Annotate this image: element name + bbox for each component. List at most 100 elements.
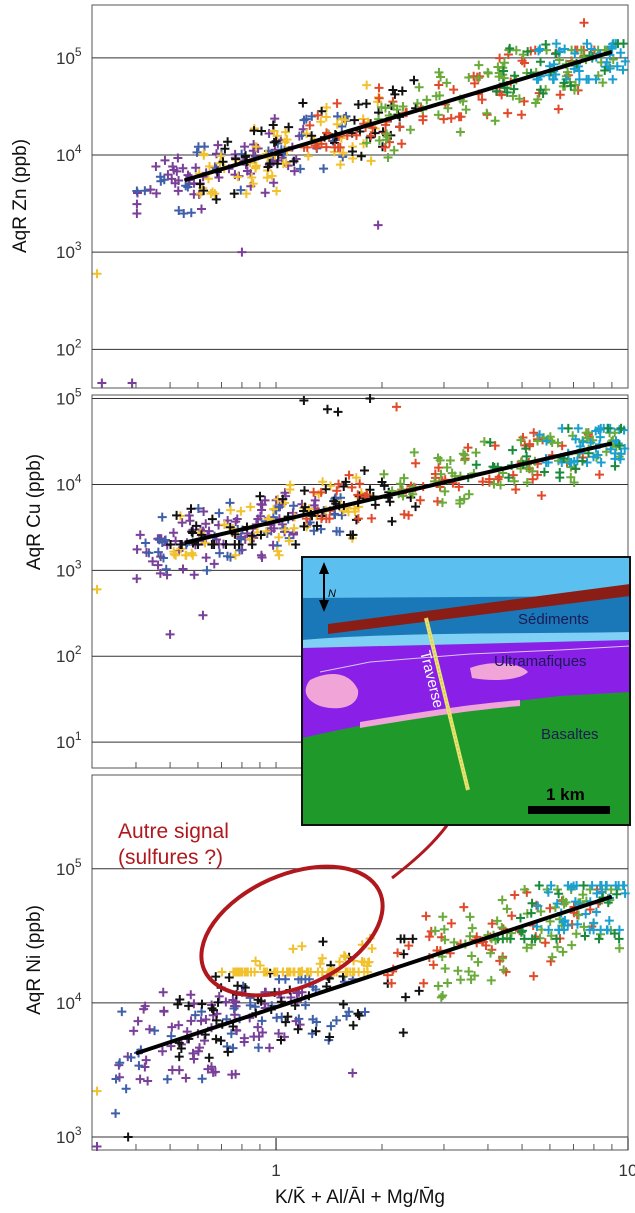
data-point <box>456 975 466 985</box>
data-point <box>330 510 340 520</box>
data-point <box>546 881 556 891</box>
data-point <box>133 1016 143 1026</box>
data-point <box>223 1047 233 1057</box>
data-point <box>558 895 568 905</box>
data-point <box>579 922 589 932</box>
data-point <box>229 1003 239 1013</box>
data-point <box>224 973 234 983</box>
y-tick-exponent: 3 <box>75 1124 82 1138</box>
data-point <box>508 445 518 455</box>
y-tick-label: 104 <box>56 142 82 165</box>
x-axis-label-text: K/K̄ + Al/Āl + Mg/M̄g <box>275 1187 445 1208</box>
data-point <box>171 536 181 546</box>
x-tick-label: 1 <box>271 1161 280 1180</box>
data-point <box>543 434 553 444</box>
data-point <box>340 115 350 125</box>
data-point <box>322 404 332 414</box>
data-point <box>184 511 194 521</box>
data-point <box>186 208 196 218</box>
data-point <box>262 173 272 183</box>
data-point <box>269 178 279 188</box>
data-point <box>299 521 309 531</box>
data-point <box>563 423 573 433</box>
data-point <box>174 175 184 185</box>
data-point <box>620 444 630 454</box>
data-point <box>254 1032 264 1042</box>
y-tick-base: 10 <box>56 340 75 359</box>
data-point <box>355 479 365 489</box>
y-tick-base: 10 <box>56 994 75 1013</box>
data-point <box>279 523 289 533</box>
data-point <box>219 520 229 530</box>
data-point <box>614 881 624 891</box>
data-point <box>467 951 477 961</box>
y-tick-exponent: 4 <box>75 142 82 156</box>
data-point <box>240 142 250 152</box>
data-point <box>191 163 201 173</box>
data-point <box>498 934 508 944</box>
data-point <box>313 110 323 120</box>
data-point <box>272 159 282 169</box>
data-point <box>143 1076 153 1086</box>
data-point <box>332 98 342 108</box>
data-point <box>268 120 278 130</box>
data-point <box>428 960 438 970</box>
data-point <box>589 925 599 935</box>
data-point <box>274 1029 284 1039</box>
data-point <box>348 1068 358 1078</box>
data-point <box>280 524 290 534</box>
data-point <box>483 68 493 78</box>
data-point <box>132 186 142 196</box>
data-point <box>186 504 196 514</box>
data-point <box>546 931 556 941</box>
data-point <box>150 1026 160 1036</box>
data-point <box>321 484 331 494</box>
y-tick-base: 10 <box>56 475 75 494</box>
y-tick-exponent: 1 <box>75 729 82 743</box>
data-point <box>237 247 247 257</box>
data-point <box>390 89 400 99</box>
data-point <box>192 147 202 157</box>
data-point <box>221 539 231 549</box>
data-point <box>393 948 403 958</box>
data-point <box>387 978 397 988</box>
data-point <box>264 1043 274 1053</box>
data-point <box>437 498 447 508</box>
data-point <box>342 1011 352 1021</box>
data-point <box>211 194 221 204</box>
y-tick-label: 103 <box>56 1124 82 1147</box>
data-point <box>440 935 450 945</box>
data-point <box>309 526 319 536</box>
data-point <box>522 478 532 488</box>
data-point <box>307 131 317 141</box>
data-point <box>204 1053 214 1063</box>
data-point <box>485 438 495 448</box>
data-point <box>349 115 359 125</box>
data-point <box>255 961 265 971</box>
data-point <box>162 1074 172 1084</box>
y-tick-label: 103 <box>56 557 82 580</box>
data-point <box>338 999 348 1009</box>
map-label-basaltes: Basaltes <box>541 726 599 743</box>
data-point <box>206 189 216 199</box>
data-point <box>505 43 515 53</box>
data-point <box>499 58 509 68</box>
data-point <box>536 906 546 916</box>
data-point <box>157 538 167 548</box>
data-point <box>193 1046 203 1056</box>
data-point <box>569 64 579 74</box>
data-point <box>492 916 502 926</box>
data-point <box>464 489 474 499</box>
data-point <box>397 86 407 96</box>
data-point <box>353 100 363 110</box>
data-point <box>571 434 581 444</box>
data-point <box>339 481 349 491</box>
data-point <box>251 142 261 152</box>
data-point <box>454 482 464 492</box>
trend-line <box>135 894 613 1056</box>
sulfide-ellipse <box>199 864 385 998</box>
data-point <box>92 1141 102 1151</box>
data-point <box>199 506 209 516</box>
data-point <box>586 438 596 448</box>
